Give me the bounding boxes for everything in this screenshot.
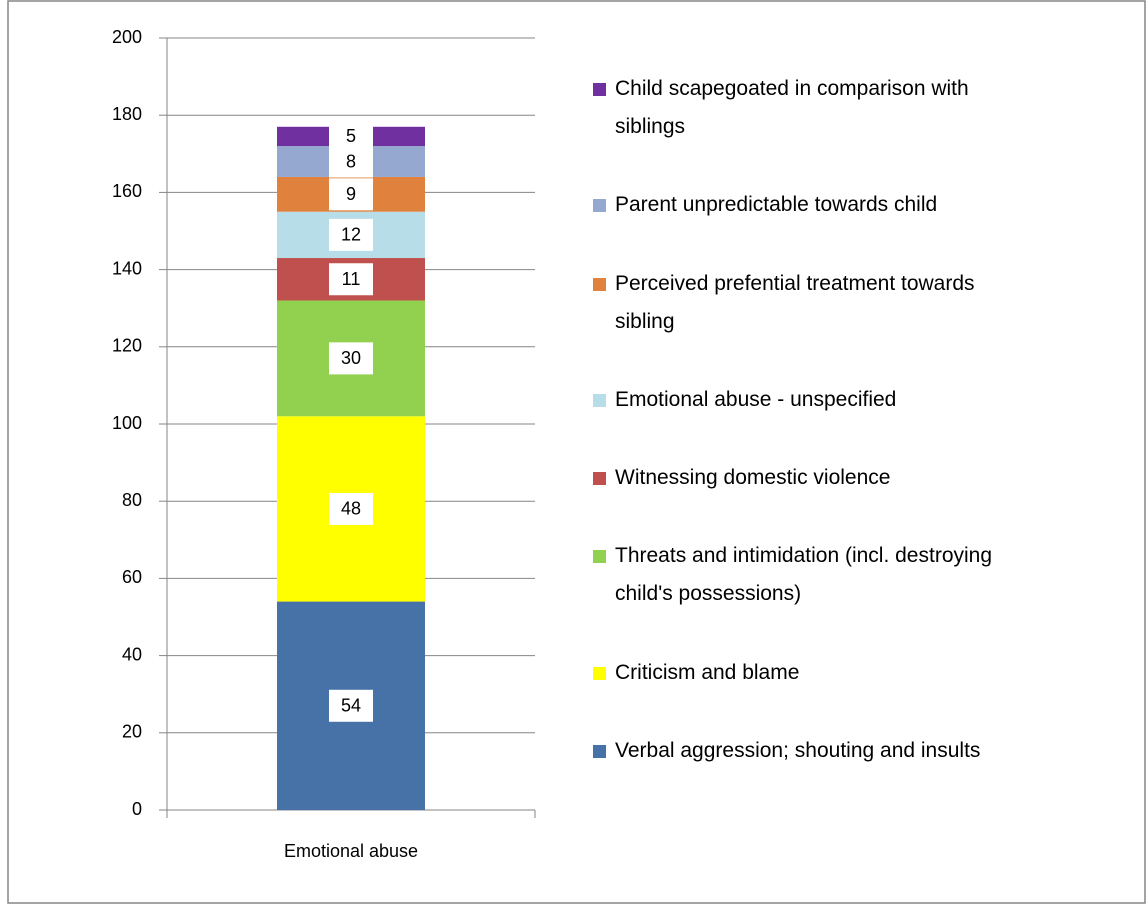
legend-label: Verbal aggression; shouting and insults	[615, 738, 981, 762]
data-label-box	[329, 263, 373, 296]
y-tick-label: 140	[112, 258, 142, 278]
legend-item: Threats and intimidation (incl. destroyi…	[593, 537, 1133, 613]
y-tick-label: 160	[112, 181, 142, 201]
x-tick-label: Emotional abuse	[284, 841, 418, 861]
legend-label: Parent unpredictable towards child	[615, 193, 938, 217]
legend: Verbal aggression; shouting and insults C…	[593, 50, 1133, 790]
legend-swatch	[593, 744, 606, 758]
data-label: 9	[346, 184, 356, 204]
y-tick-label: 180	[112, 104, 142, 124]
data-label: 11	[342, 269, 361, 289]
legend-item: Criticism and blame	[593, 654, 1133, 692]
legend-swatch	[593, 83, 606, 97]
data-label: 5	[346, 126, 356, 146]
data-label: 48	[341, 499, 361, 519]
legend-item: Emotional abuse - unspecified	[593, 381, 1133, 419]
data-label-box	[329, 492, 373, 525]
y-tick-label: 120	[112, 336, 142, 356]
legend-item: Witnessing domestic violence	[593, 459, 1133, 497]
legend-label: Criticism and blame	[615, 660, 800, 684]
data-label: 54	[341, 696, 361, 716]
data-label: 30	[341, 348, 361, 368]
data-label-box	[329, 178, 373, 211]
y-tick-label: 100	[112, 413, 142, 433]
data-label-box	[329, 120, 373, 153]
legend-swatch	[593, 199, 606, 213]
legend-item: Child scapegoated in comparison with sib…	[593, 70, 1133, 146]
y-tick-label: 20	[122, 722, 142, 742]
y-tick-label: 0	[132, 799, 142, 819]
data-label-box	[329, 689, 373, 722]
legend-label: Threats and intimidation (incl. destroyi…	[615, 544, 993, 606]
legend-swatch	[593, 277, 606, 291]
data-label: 8	[346, 151, 356, 171]
y-tick-label: 60	[122, 567, 142, 587]
legend-swatch	[593, 472, 606, 486]
y-tick-label: 200	[112, 27, 142, 47]
legend-swatch	[593, 550, 606, 564]
legend-swatch	[593, 666, 606, 680]
data-label-box	[329, 218, 373, 251]
data-label: 12	[341, 225, 361, 245]
legend-label: Witnessing domestic violence	[615, 466, 891, 490]
y-tick-label: 40	[122, 644, 142, 664]
legend-swatch	[593, 393, 606, 407]
legend-label: Emotional abuse - unspecified	[615, 387, 897, 411]
data-label-box	[329, 342, 373, 375]
legend-label: Perceived prefential treatment towards s…	[615, 271, 975, 333]
legend-label: Child scapegoated in comparison with sib…	[615, 77, 969, 139]
chart-border	[7, 0, 1146, 904]
legend-item: Parent unpredictable towards child	[593, 186, 1133, 224]
y-tick-label: 80	[122, 490, 142, 510]
legend-item: Perceived prefential treatment towards s…	[593, 265, 1133, 341]
legend-item: Verbal aggression; shouting and insults	[593, 732, 1133, 770]
